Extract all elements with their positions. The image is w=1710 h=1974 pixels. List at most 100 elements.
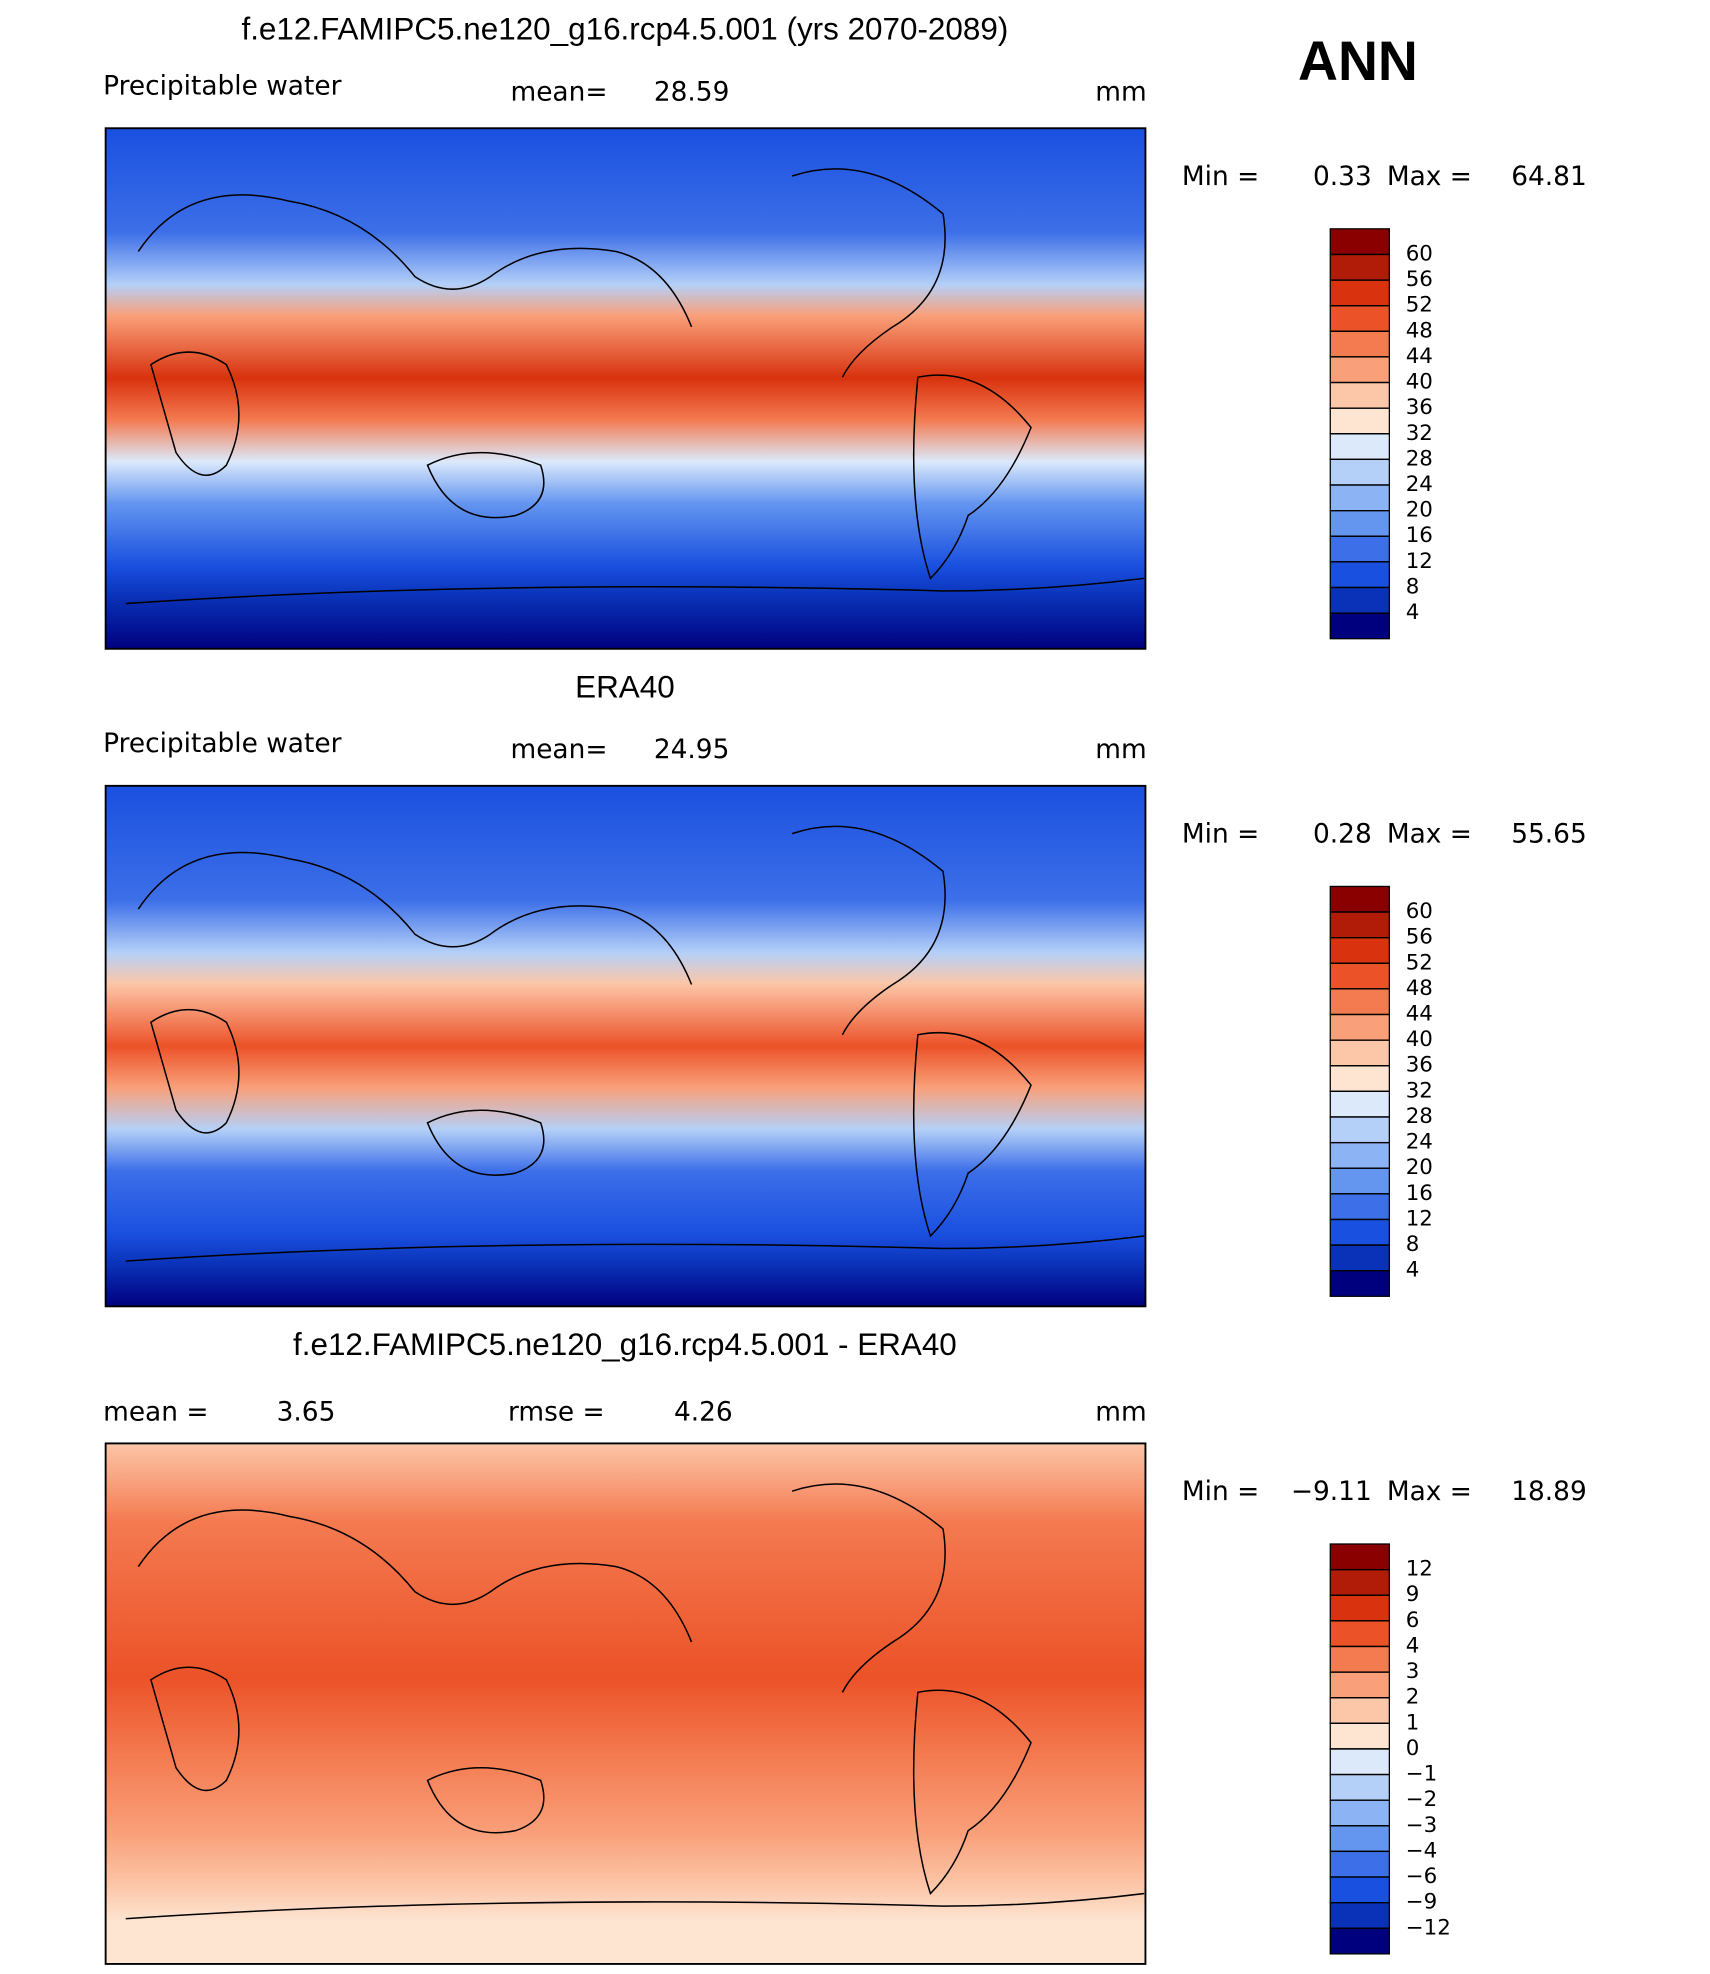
colorbar-label: 4 — [1406, 600, 1420, 625]
stat-label: mean= — [510, 77, 607, 108]
colorbar-box — [1329, 1065, 1390, 1092]
max-label: Max = — [1387, 161, 1472, 192]
panel-title: f.e12.FAMIPC5.ne120_g16.rcp4.5.001 (yrs … — [241, 12, 1008, 47]
colorbar-label: 60 — [1406, 241, 1433, 266]
colorbar-label: −1 — [1406, 1762, 1438, 1787]
max-label: Max = — [1387, 1476, 1472, 1507]
unit-label: mm — [1095, 734, 1146, 765]
colorbar-box — [1329, 1193, 1390, 1221]
colorbar-box — [1329, 228, 1390, 256]
colorbar-box — [1329, 510, 1390, 537]
colorbar-box — [1329, 1013, 1390, 1041]
colorbar-box — [1329, 1167, 1390, 1195]
colorbar-box — [1329, 1902, 1390, 1929]
colorbar-box — [1329, 1825, 1390, 1853]
colorbar-label: 9 — [1406, 1582, 1420, 1607]
colorbar-label: 52 — [1406, 293, 1433, 318]
colorbar-box — [1329, 1270, 1390, 1297]
stat-label: mean= — [510, 734, 607, 765]
colorbar-label: 52 — [1406, 950, 1433, 975]
colorbar-box — [1329, 253, 1390, 281]
min-value: 0.28 — [1313, 818, 1372, 849]
colorbar-label: 16 — [1406, 1181, 1433, 1206]
colorbar-box — [1329, 1620, 1390, 1648]
colorbar-box — [1329, 330, 1390, 358]
colorbar-label: 40 — [1406, 370, 1433, 395]
colorbar-label: −2 — [1406, 1787, 1438, 1812]
colorbar-box — [1329, 1116, 1390, 1144]
stat-label: rmse = — [508, 1397, 605, 1428]
colorbar-box — [1329, 407, 1390, 435]
max-value: 18.89 — [1511, 1476, 1587, 1507]
colorbar-box — [1329, 911, 1390, 939]
colorbar-label: 40 — [1406, 1027, 1433, 1052]
colorbar-label: 28 — [1406, 446, 1433, 471]
colorbar-box — [1329, 1568, 1390, 1596]
colorbar-label: 20 — [1406, 1155, 1433, 1180]
colorbar-label: 48 — [1406, 318, 1433, 343]
colorbar-box — [1329, 1090, 1390, 1118]
colorbar-box — [1329, 962, 1390, 990]
variable-label: Precipitable water — [103, 728, 341, 759]
colorbar-box — [1329, 1218, 1390, 1246]
colorbar-label: 16 — [1406, 523, 1433, 548]
colorbar-box — [1329, 1927, 1390, 1955]
max-label: Max = — [1387, 818, 1472, 849]
coastline — [125, 168, 1145, 605]
colorbar-box — [1329, 356, 1390, 384]
colorbar-label: 36 — [1406, 1053, 1433, 1078]
stat-value: 4.26 — [674, 1397, 733, 1428]
variable-label: Precipitable water — [103, 70, 341, 101]
unit-label: mm — [1095, 1397, 1146, 1428]
colorbar-label: 2 — [1406, 1685, 1420, 1710]
coastline — [125, 825, 1145, 1262]
colorbar-label: −12 — [1406, 1915, 1451, 1940]
colorbar-box — [1329, 1876, 1390, 1904]
colorbar-box — [1329, 458, 1390, 486]
colorbar-box — [1329, 937, 1390, 964]
max-value: 55.65 — [1511, 818, 1587, 849]
colorbar-label: 8 — [1406, 1232, 1420, 1257]
colorbar-box — [1329, 1244, 1390, 1272]
colorbar-label: 4 — [1406, 1258, 1420, 1283]
colorbar-box — [1329, 1722, 1390, 1750]
colorbar-label: 3 — [1406, 1659, 1420, 1684]
min-label: Min = — [1182, 1476, 1259, 1507]
colorbar-label: 32 — [1406, 421, 1433, 446]
colorbar-label: 28 — [1406, 1104, 1433, 1129]
colorbar-box — [1329, 1039, 1390, 1067]
colorbar-box — [1329, 1141, 1390, 1169]
panel-title: ERA40 — [575, 669, 675, 704]
colorbar-label: 4 — [1406, 1633, 1420, 1658]
colorbar-box — [1329, 885, 1390, 913]
colorbar-label: 8 — [1406, 574, 1420, 599]
colorbar-label: −3 — [1406, 1813, 1438, 1838]
colorbar-label: 12 — [1406, 549, 1433, 574]
stat-value: 24.95 — [654, 734, 730, 765]
colorbar-label: 36 — [1406, 395, 1433, 420]
colorbar-label: 0 — [1406, 1736, 1420, 1761]
colorbar-label: −9 — [1406, 1890, 1438, 1915]
coastline — [125, 1483, 1145, 1920]
colorbar-box — [1329, 1850, 1390, 1878]
colorbar-box — [1329, 433, 1390, 461]
colorbar-box — [1329, 1671, 1390, 1699]
map-field — [104, 1442, 1147, 1965]
season-label: ANN — [1298, 30, 1418, 92]
colorbar-label: 56 — [1406, 267, 1433, 292]
colorbar-box — [1329, 586, 1390, 614]
colorbar-box — [1329, 988, 1390, 1016]
colorbar-label: 60 — [1406, 899, 1433, 924]
colorbar-label: −6 — [1406, 1864, 1438, 1889]
colorbar-box — [1329, 305, 1390, 332]
colorbar-label: 1 — [1406, 1710, 1420, 1735]
colorbar-label: 44 — [1406, 1002, 1433, 1027]
colorbar-label: 56 — [1406, 925, 1433, 950]
colorbar-label: −4 — [1406, 1838, 1438, 1863]
min-label: Min = — [1182, 161, 1259, 192]
stat-label: mean = — [103, 1397, 208, 1428]
colorbar-box — [1329, 279, 1390, 307]
stat-value: 28.59 — [654, 77, 730, 108]
colorbar-label: 12 — [1406, 1206, 1433, 1231]
